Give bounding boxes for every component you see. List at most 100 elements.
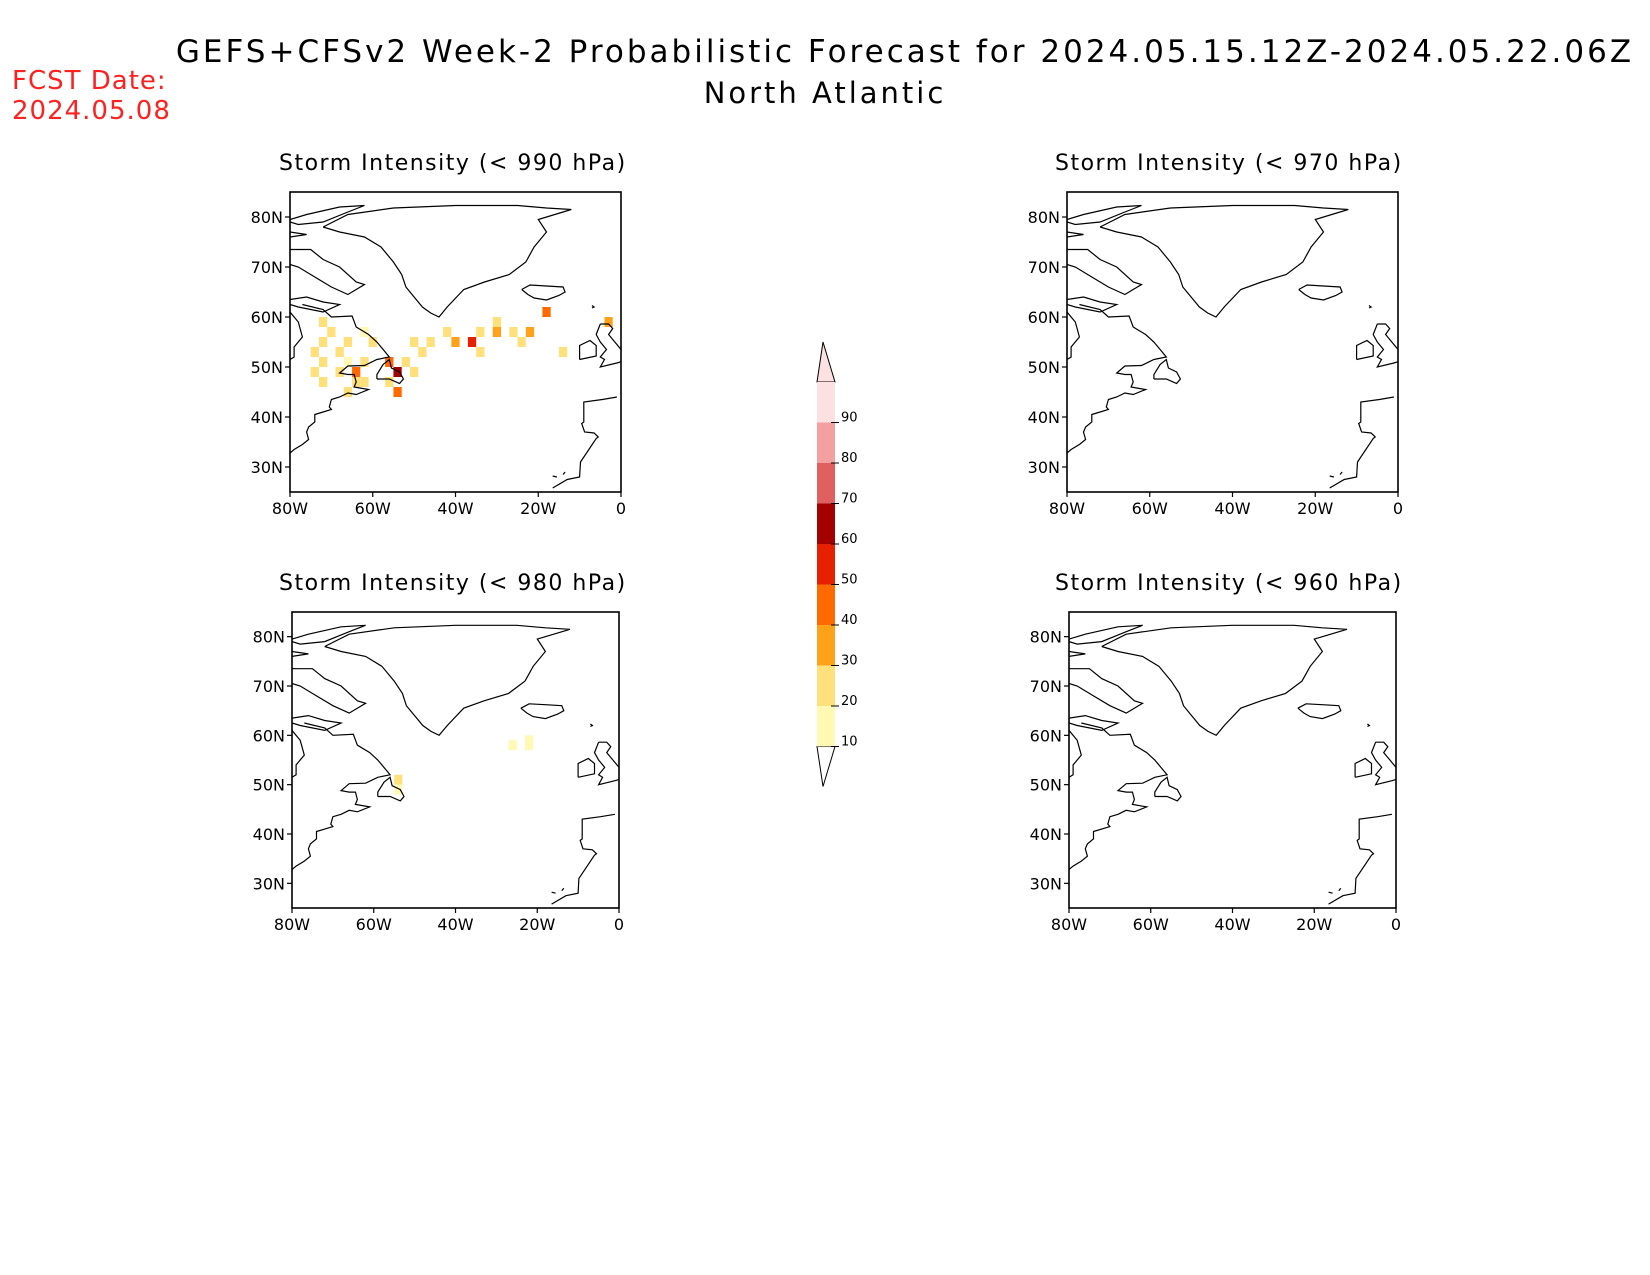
probability-cell <box>310 367 319 377</box>
lon-tick-label: 80W <box>274 915 310 934</box>
map-content <box>292 624 619 905</box>
colorbar-segment <box>817 625 835 666</box>
map-panel-1: 80W 60W 40W 20W 0 80N 70N 60N 50N 40N 30N <box>253 611 624 934</box>
coastline <box>552 475 558 478</box>
colorbar-label: 10 <box>841 735 858 750</box>
coastline <box>376 358 405 385</box>
fcst-date-caption: FCST Date: <box>12 66 167 96</box>
coastline <box>1099 204 1349 318</box>
coastline <box>1067 231 1084 238</box>
coastline <box>1328 891 1333 894</box>
panel-title-990: Storm Intensity (< 990 hPa) <box>279 151 627 176</box>
lat-tick-label: 50N <box>253 776 285 795</box>
lon-tick-label: 40W <box>437 499 473 518</box>
probability-cell <box>604 317 613 327</box>
probability-cell <box>451 337 460 347</box>
lat-tick-label: 40N <box>1030 825 1062 844</box>
colorbar-segment <box>817 503 835 544</box>
probability-cell <box>393 387 402 397</box>
map-frame <box>1068 611 1397 909</box>
coastline <box>290 311 304 361</box>
probability-cell <box>517 337 526 347</box>
lon-tick-label: 40W <box>1214 915 1250 934</box>
lat-tick-label: 70N <box>251 258 283 277</box>
coastline <box>292 650 309 657</box>
probability-cell <box>368 337 377 347</box>
colorbar-label: 20 <box>841 694 858 709</box>
lat-tick-label: 60N <box>1028 308 1060 327</box>
lon-tick-label: 20W <box>1297 499 1333 518</box>
probability-cell <box>393 367 402 377</box>
coastline <box>1329 396 1395 489</box>
colorbar-segment <box>817 706 835 747</box>
lat-tick-label: 40N <box>253 825 285 844</box>
colorbar-label: 80 <box>841 451 858 466</box>
probability-cell <box>343 387 353 397</box>
coastline <box>1370 741 1396 786</box>
probability-cell <box>327 327 336 337</box>
coastline <box>1372 323 1398 368</box>
lat-tick-label: 60N <box>253 726 285 745</box>
lat-tick-label: 40N <box>251 408 283 427</box>
coastline <box>1067 311 1081 361</box>
probability-cell <box>360 377 369 387</box>
lon-tick-label: 40W <box>437 915 473 934</box>
region-title: North Atlantic <box>703 76 947 110</box>
map-content <box>1067 204 1398 489</box>
lat-tick-label: 80N <box>253 628 285 647</box>
lon-tick-label: 20W <box>519 915 555 934</box>
probability-cell <box>443 327 452 337</box>
coastline <box>1067 248 1143 296</box>
coastline <box>290 303 391 454</box>
lat-tick-label: 80N <box>1030 628 1062 647</box>
colorbar-label: 30 <box>841 654 858 669</box>
coastline <box>1328 813 1392 905</box>
lat-tick-label: 80N <box>251 208 283 227</box>
probability-cell <box>318 357 328 367</box>
lat-tick-label: 50N <box>251 358 283 377</box>
coastline <box>595 323 621 368</box>
probability-cell <box>343 357 353 367</box>
coastline <box>1069 650 1086 657</box>
coastline <box>578 339 597 361</box>
probability-cell <box>476 347 485 357</box>
coastline <box>1367 723 1371 728</box>
lon-tick-label: 20W <box>1296 915 1332 934</box>
coastline <box>1297 703 1342 720</box>
coastline <box>292 668 368 714</box>
probability-cell <box>335 347 344 357</box>
coastline <box>1069 624 1143 645</box>
colorbar-segment <box>817 665 835 706</box>
map-panel-3: 80W 60W 40W 20W 0 80N 70N 60N 50N 40N 30N <box>1030 611 1401 934</box>
colorbar-segment <box>817 463 835 504</box>
probability-cell <box>318 317 328 327</box>
lon-tick-label: 60W <box>1133 915 1169 934</box>
main-title: GEFS+CFSv2 Week-2 Probabilistic Forecast… <box>175 34 1635 70</box>
coastline <box>1329 475 1335 478</box>
lat-tick-label: 30N <box>251 458 283 477</box>
colorbar-label: 70 <box>841 492 858 507</box>
map-frame <box>291 611 620 909</box>
map-frame <box>1066 191 1399 493</box>
coastline <box>551 891 556 894</box>
coastline <box>1298 284 1343 301</box>
fcst-date-value: 2024.05.08 <box>12 96 171 126</box>
lat-tick-label: 60N <box>251 308 283 327</box>
colorbar: 10 20 30 40 50 60 70 80 90 <box>816 341 858 787</box>
coastline <box>1069 714 1121 732</box>
probability-cell <box>524 735 534 746</box>
probability-cell <box>426 337 435 347</box>
lat-tick-label: 50N <box>1028 358 1060 377</box>
coastline <box>1368 305 1373 309</box>
coastline <box>292 624 366 645</box>
map-panel-2: 80W 60W 40W 20W 0 80N 70N 60N 50N 40N 30N <box>1028 191 1403 518</box>
coastline <box>1154 776 1182 802</box>
lon-tick-label: 0 <box>1393 499 1403 518</box>
probability-cell <box>318 377 328 387</box>
coastline <box>322 204 572 318</box>
lon-tick-label: 80W <box>272 499 308 518</box>
probability-cell <box>385 377 394 387</box>
lat-tick-label: 40N <box>1028 408 1060 427</box>
coastline <box>591 305 596 309</box>
